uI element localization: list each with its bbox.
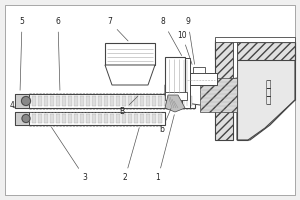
Bar [116, 96, 120, 106]
Bar [182, 96, 186, 106]
Bar [182, 58, 190, 108]
Bar [32, 96, 36, 106]
Text: 1: 1 [156, 115, 174, 182]
Bar [50, 114, 54, 123]
Bar [140, 114, 144, 123]
Bar [38, 96, 42, 106]
Bar [20, 96, 24, 106]
Bar [32, 114, 36, 123]
Bar [68, 114, 72, 123]
Bar [215, 37, 295, 42]
Text: B: B [119, 96, 138, 116]
Bar [215, 42, 295, 60]
Bar [152, 96, 156, 106]
Bar [92, 114, 96, 123]
Bar [152, 114, 156, 123]
Bar [15, 112, 165, 125]
Text: 10: 10 [177, 30, 192, 64]
Polygon shape [165, 95, 185, 112]
Bar [158, 114, 162, 123]
Bar [86, 96, 90, 106]
Bar [98, 96, 102, 106]
Bar [15, 94, 29, 108]
Bar [98, 114, 102, 123]
Bar [104, 96, 108, 106]
Bar [122, 114, 126, 123]
Bar [105, 43, 155, 65]
Bar [165, 57, 185, 95]
Bar [146, 96, 150, 106]
Circle shape [22, 97, 31, 106]
Text: 2: 2 [123, 128, 139, 182]
Bar [80, 114, 84, 123]
Bar [134, 96, 138, 106]
Text: 燃: 燃 [265, 80, 271, 90]
Text: b: b [160, 109, 171, 134]
Bar [128, 114, 132, 123]
Bar [134, 114, 138, 123]
Bar [86, 114, 90, 123]
Text: 6: 6 [56, 18, 60, 90]
Bar [15, 112, 29, 125]
Bar [68, 96, 72, 106]
Bar [122, 96, 126, 106]
Bar [146, 114, 150, 123]
Bar [170, 96, 174, 106]
Text: 3: 3 [52, 127, 87, 182]
Bar [158, 96, 162, 106]
Bar [116, 114, 120, 123]
Text: 4: 4 [10, 100, 15, 110]
Bar [185, 73, 217, 85]
Bar [165, 92, 187, 100]
Bar [164, 96, 168, 106]
Bar [110, 96, 114, 106]
Bar [44, 114, 48, 123]
Bar [215, 40, 233, 140]
Polygon shape [105, 65, 155, 85]
Bar [20, 114, 24, 123]
Bar [26, 114, 30, 123]
Bar [104, 114, 108, 123]
Text: 烧: 烧 [265, 88, 271, 98]
Bar [92, 96, 96, 106]
Bar [15, 94, 195, 108]
Polygon shape [237, 42, 295, 140]
Text: 5: 5 [20, 18, 24, 90]
Text: 7: 7 [108, 18, 128, 41]
Bar [62, 96, 66, 106]
Bar [38, 114, 42, 123]
Bar [56, 96, 60, 106]
Bar [74, 114, 78, 123]
Polygon shape [200, 78, 237, 112]
Circle shape [22, 114, 30, 122]
Bar [74, 96, 78, 106]
Bar [176, 96, 180, 106]
Bar [193, 67, 205, 73]
Bar [62, 114, 66, 123]
Bar [44, 96, 48, 106]
Bar [26, 96, 30, 106]
Text: 炉: 炉 [265, 97, 271, 106]
Text: 9: 9 [186, 18, 195, 64]
Bar [188, 96, 192, 106]
Bar [140, 96, 144, 106]
Bar [80, 96, 84, 106]
Bar [110, 114, 114, 123]
Polygon shape [165, 78, 237, 112]
Bar [50, 96, 54, 106]
Bar [233, 40, 237, 105]
Bar [56, 114, 60, 123]
Bar [128, 96, 132, 106]
Text: 8: 8 [160, 18, 182, 56]
